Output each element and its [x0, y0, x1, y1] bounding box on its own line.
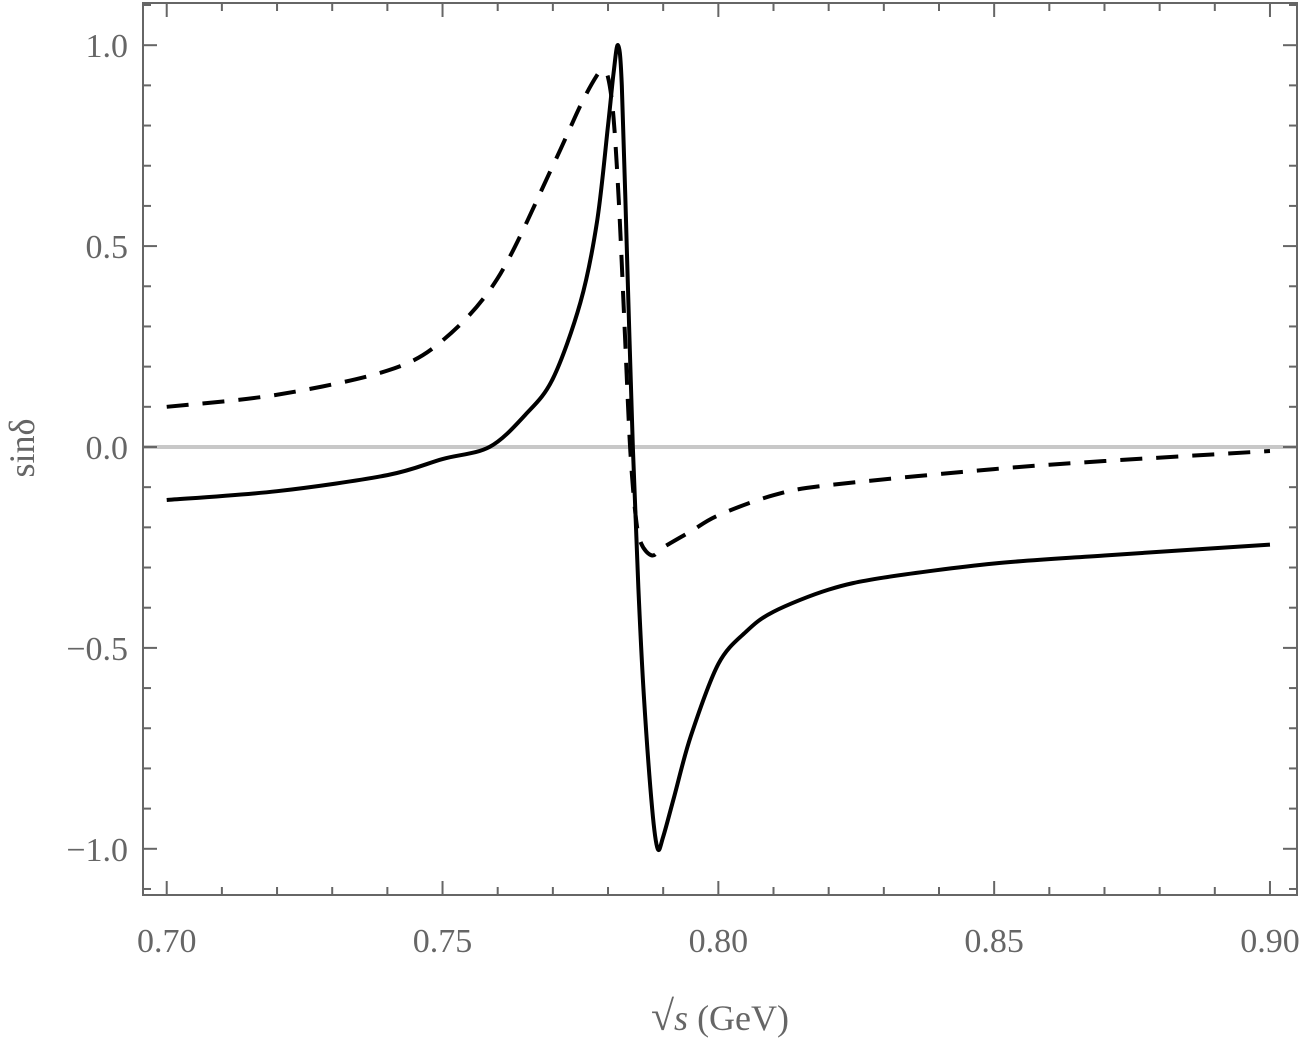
x-tick-label: 0.85	[964, 923, 1024, 960]
x-tick-labels: 0.70 0.75 0.80 0.85 0.90	[137, 923, 1300, 960]
x-axis-label: √s (GeV)	[651, 994, 789, 1040]
series-layer	[166, 43, 1271, 852]
y-axis-label: sinδ	[2, 419, 42, 478]
y-tick-label: −1.0	[66, 832, 128, 869]
y-tick-label: 0.5	[86, 229, 129, 266]
x-tick-label: 0.75	[413, 923, 473, 960]
y-tick-labels: −1.0 −0.5 0.0 0.5 1.0	[66, 28, 128, 869]
sqrt-symbol: √	[651, 994, 675, 1040]
x-axis-variable: s	[674, 998, 688, 1038]
y-tick-label: 1.0	[86, 28, 129, 65]
dashed-series-line	[166, 69, 1271, 558]
y-tick-label: −0.5	[66, 631, 128, 668]
x-tick-label: 0.70	[137, 923, 197, 960]
x-tick-label: 0.80	[689, 923, 749, 960]
plot-frame	[142, 2, 1298, 896]
x-axis-unit: (GeV)	[688, 998, 789, 1038]
ticks-layer	[143, 3, 1297, 895]
y-tick-label: 0.0	[86, 430, 129, 467]
x-tick-label: 0.90	[1240, 923, 1300, 960]
